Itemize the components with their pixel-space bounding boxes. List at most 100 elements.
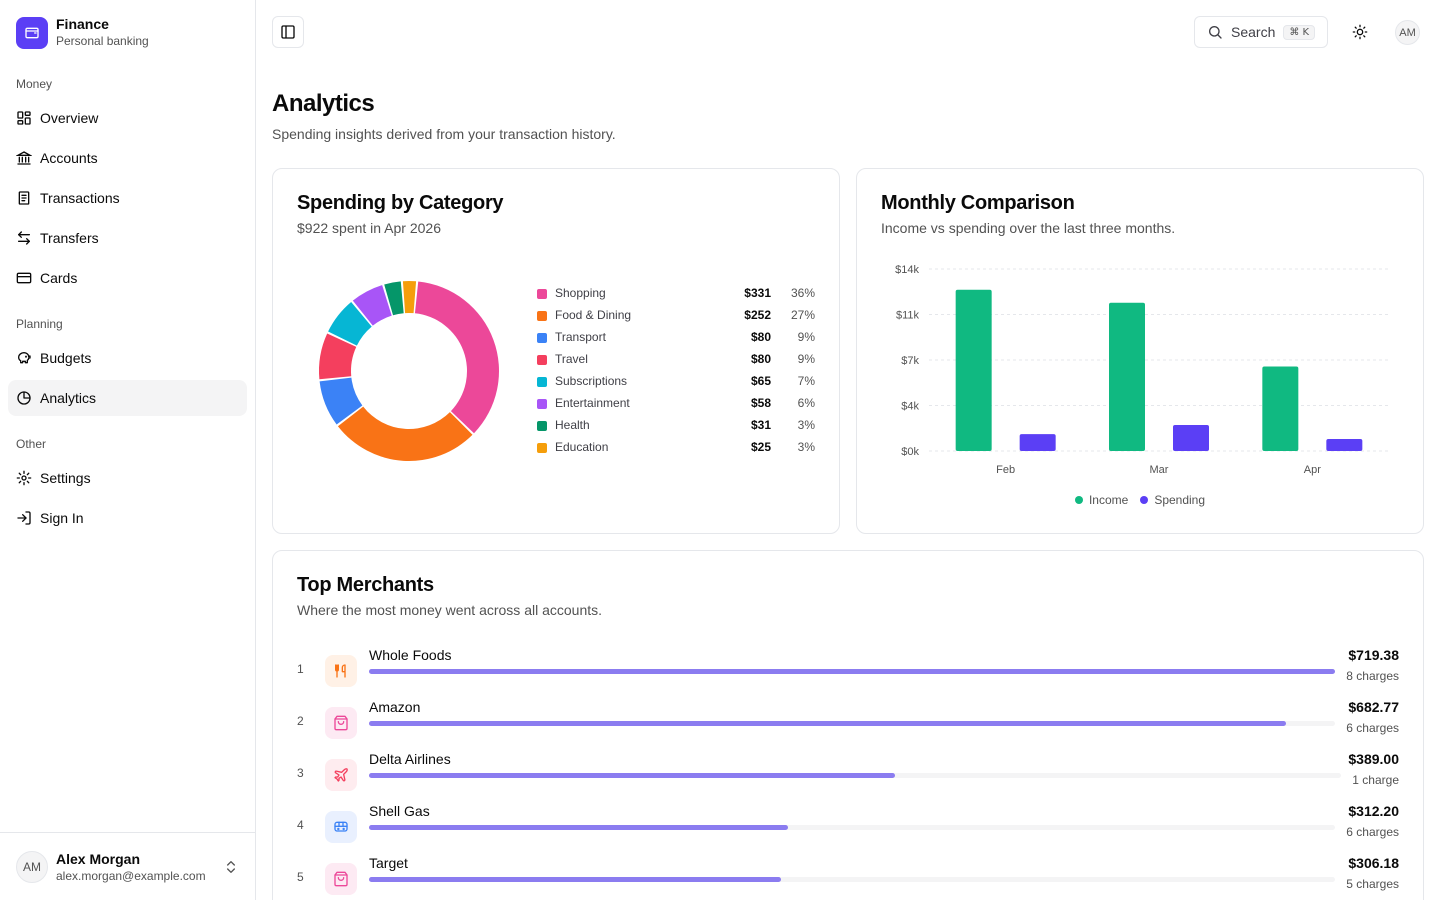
legend-label: Subscriptions <box>555 374 628 388</box>
legend-swatch <box>537 333 547 343</box>
pie-slice-entertainment[interactable] <box>352 285 392 326</box>
pie-slice-education[interactable] <box>402 281 417 314</box>
merchant-amount: $389.00 <box>1348 751 1399 767</box>
card-title: Monthly Comparison <box>881 192 1075 214</box>
legend-swatch <box>537 311 547 321</box>
sidebar-item-settings[interactable]: Settings <box>8 460 247 496</box>
merchant-name: Whole Foods <box>369 647 452 663</box>
sidebar-item-analytics[interactable]: Analytics <box>8 380 247 416</box>
wallet-icon <box>16 17 48 49</box>
bar-income-mar[interactable] <box>1109 302 1145 451</box>
card-title: Spending by Category <box>297 192 504 214</box>
nav-group-money: Money <box>16 77 53 91</box>
gear-icon <box>16 470 32 486</box>
bar-chart-legend: Income Spending <box>857 493 1423 507</box>
merchant-name: Shell Gas <box>369 803 430 819</box>
nav-group-planning: Planning <box>16 317 63 331</box>
merchant-amount: $719.38 <box>1348 647 1399 663</box>
bar-income-apr[interactable] <box>1262 366 1299 452</box>
legend-row: Subscriptions $65 7% <box>537 373 815 395</box>
search-button[interactable]: Search ⌘ K <box>1194 16 1328 48</box>
sidebar-item-budgets[interactable]: Budgets <box>8 340 247 376</box>
legend-dot <box>1140 496 1149 504</box>
merchant-share-fill <box>369 721 1286 726</box>
bank-icon <box>16 150 32 166</box>
bar-spending-apr[interactable] <box>1326 439 1363 451</box>
avatar[interactable]: AM <box>1395 20 1420 45</box>
pie-slice-health[interactable] <box>384 281 404 316</box>
legend-swatch <box>537 421 547 431</box>
merchant-charge-count: 5 charges <box>1346 877 1399 891</box>
merchant-share-bar <box>369 773 1341 778</box>
sidebar-item-label: Accounts <box>40 150 98 166</box>
legend-label: Transport <box>555 330 606 344</box>
sidebar-item-label: Cards <box>40 270 78 286</box>
legend-percent: 3% <box>797 440 815 454</box>
sidebar-item-transfers[interactable]: Transfers <box>8 220 247 256</box>
legend-swatch <box>537 289 547 299</box>
legend-amount: $31 <box>750 418 771 432</box>
pie-slice-travel[interactable] <box>319 333 357 380</box>
pie-slice-transport[interactable] <box>319 377 363 425</box>
bar-income-feb[interactable] <box>955 289 992 451</box>
sidebar-item-cards[interactable]: Cards <box>8 260 247 296</box>
user-name: Alex Morgan <box>56 851 141 867</box>
merchant-row[interactable]: 1 Whole Foods $719.38 8 charges <box>297 647 1399 695</box>
merchant-row[interactable]: 2 Amazon $682.77 6 charges <box>297 699 1399 747</box>
receipt-icon <box>16 190 32 206</box>
pie-slice-subscriptions[interactable] <box>328 302 372 346</box>
merchant-row[interactable]: 3 Delta Airlines $389.00 1 charge <box>297 751 1399 799</box>
arrows-left-right-icon <box>16 230 32 246</box>
merchant-share-fill <box>369 669 1335 674</box>
user-menu[interactable]: AM Alex Morgan alex.morgan@example.com <box>0 832 255 900</box>
sidebar-item-label: Analytics <box>40 390 97 406</box>
legend-item-income: Income <box>1074 493 1129 507</box>
legend-amount: $25 <box>750 440 771 454</box>
bar-spending-feb[interactable] <box>1019 434 1056 451</box>
legend-amount: $65 <box>750 374 771 388</box>
merchant-row[interactable]: 5 Target $306.18 5 charges <box>297 855 1399 900</box>
legend-percent: 6% <box>797 396 815 410</box>
merchant-amount: $682.77 <box>1348 699 1399 715</box>
sidebar-toggle-button[interactable] <box>272 16 304 48</box>
user-email: alex.morgan@example.com <box>56 869 206 883</box>
sidebar-item-transactions[interactable]: Transactions <box>8 180 247 216</box>
legend-row: Travel $80 9% <box>537 351 815 373</box>
legend-label: Shopping <box>555 286 606 300</box>
sidebar-item-label: Sign In <box>40 510 84 526</box>
sidebar-item-overview[interactable]: Overview <box>8 100 247 136</box>
piggy-bank-icon <box>16 350 32 366</box>
legend-swatch <box>537 355 547 365</box>
sidebar-item-sign-in[interactable]: Sign In <box>8 500 247 536</box>
y-tick-label: $4k <box>901 401 919 413</box>
utensils-icon <box>325 655 357 687</box>
merchant-row[interactable]: 4 Shell Gas $312.20 6 charges <box>297 803 1399 851</box>
x-tick-label: Mar <box>1150 464 1169 476</box>
sidebar-item-accounts[interactable]: Accounts <box>8 140 247 176</box>
shopping-bag-icon <box>325 863 357 895</box>
legend-label: Food & Dining <box>555 308 632 322</box>
x-tick-label: Apr <box>1304 464 1321 476</box>
search-icon <box>1209 26 1222 39</box>
pie-chart-icon <box>16 390 32 406</box>
legend-amount: $80 <box>750 330 771 344</box>
legend-row: Transport $80 9% <box>537 329 815 351</box>
bar-spending-mar[interactable] <box>1173 425 1209 451</box>
legend-percent: 3% <box>797 418 815 432</box>
x-tick-label: Feb <box>996 464 1015 476</box>
pie-slice-food-dining[interactable] <box>337 406 473 462</box>
merchant-charge-count: 8 charges <box>1346 669 1399 683</box>
chevrons-up-down-icon <box>227 861 235 873</box>
legend-row: Health $31 3% <box>537 417 815 439</box>
pie-slice-shopping[interactable] <box>414 281 499 434</box>
brand[interactable]: Finance Personal banking <box>16 16 149 50</box>
merchant-charge-count: 6 charges <box>1346 825 1399 839</box>
legend-amount: $252 <box>744 308 771 322</box>
theme-toggle-button[interactable] <box>1344 16 1376 48</box>
legend-percent: 27% <box>790 308 815 322</box>
merchant-amount: $306.18 <box>1348 855 1399 871</box>
page-title: Analytics <box>272 90 375 117</box>
merchant-share-bar <box>369 825 1335 830</box>
legend-label: Income <box>1088 493 1129 507</box>
merchant-share-bar <box>369 721 1335 726</box>
